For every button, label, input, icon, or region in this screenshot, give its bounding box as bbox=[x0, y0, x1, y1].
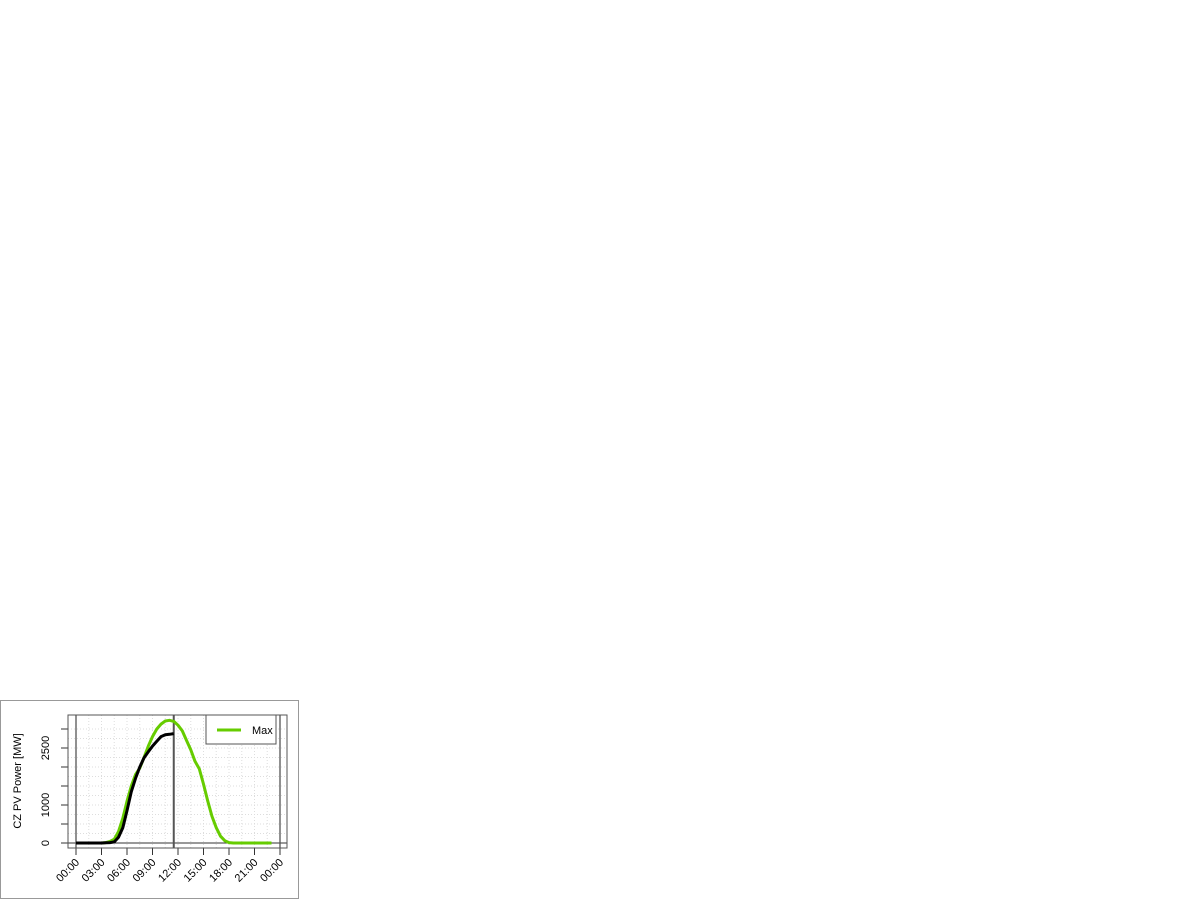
x-tick-label: 12:00 bbox=[156, 857, 184, 885]
plot-box bbox=[67, 714, 288, 849]
x-tick-label: 03:00 bbox=[80, 857, 108, 885]
y-tick-label: 2500 bbox=[40, 736, 52, 760]
axis-ticks: 01000250000:0003:0006:0009:0012:0015:001… bbox=[40, 728, 286, 885]
series-max-line bbox=[76, 718, 272, 845]
x-tick-label: 09:00 bbox=[131, 857, 159, 885]
series-lines bbox=[68, 715, 287, 848]
x-tick-label: 00:00 bbox=[54, 857, 82, 885]
y-tick-label: 1000 bbox=[40, 793, 52, 817]
y-axis-label: CZ PV Power [MW] bbox=[12, 733, 24, 828]
x-tick-label: 00:00 bbox=[258, 857, 286, 885]
series-actual-line bbox=[76, 732, 175, 845]
legend: Max bbox=[205, 714, 277, 745]
x-tick-label: 18:00 bbox=[207, 857, 235, 885]
x-tick-label: 06:00 bbox=[105, 857, 133, 885]
pv-power-chart: 01000250000:0003:0006:0009:0012:0015:001… bbox=[12, 714, 288, 885]
x-tick-label: 21:00 bbox=[233, 857, 261, 885]
x-tick-label: 15:00 bbox=[182, 857, 210, 885]
legend-label-max: Max bbox=[252, 725, 273, 737]
chart-frame: 0 1000 2500 00:00 03:00 06:00 09:00 12:00 15:00 1… bbox=[0, 700, 299, 899]
y-tick-label: 0 bbox=[40, 840, 52, 846]
